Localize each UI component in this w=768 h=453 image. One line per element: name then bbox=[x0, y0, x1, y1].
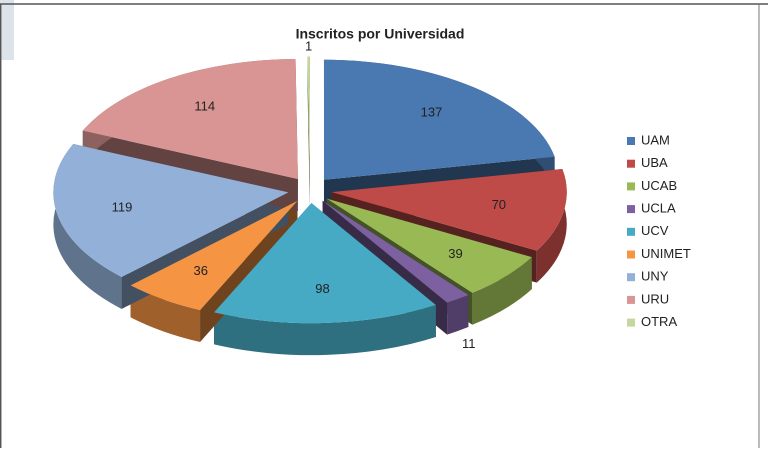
legend-swatch bbox=[627, 318, 635, 327]
slice bbox=[130, 200, 298, 311]
legend-label: UNY bbox=[641, 269, 669, 284]
chart-title: Inscritos por Universidad bbox=[296, 26, 465, 42]
data-label: 98 bbox=[315, 281, 329, 296]
legend-label: UAM bbox=[641, 132, 670, 147]
slice-outer-wall bbox=[53, 144, 122, 309]
legend-label: OTRA bbox=[641, 314, 677, 329]
data-label: 119 bbox=[112, 200, 133, 215]
legend-label: URU bbox=[641, 291, 669, 306]
data-label: 114 bbox=[194, 98, 215, 113]
slice bbox=[331, 169, 567, 251]
legend-swatch bbox=[627, 159, 635, 168]
slice bbox=[214, 203, 436, 324]
slice bbox=[82, 58, 298, 179]
slice-outer-wall bbox=[536, 169, 567, 283]
legend-swatch bbox=[627, 205, 635, 214]
legend-label: UNIMET bbox=[641, 246, 691, 261]
legend-swatch bbox=[627, 227, 635, 236]
legend-swatch bbox=[627, 182, 635, 191]
slice-outer-wall bbox=[472, 257, 532, 325]
slice-radial-face bbox=[307, 56, 310, 209]
legend-label: UCLA bbox=[641, 201, 676, 216]
data-label: 137 bbox=[421, 105, 443, 120]
slice-outer-wall bbox=[130, 285, 201, 343]
legend-swatch bbox=[627, 250, 635, 259]
legend-label: UCAB bbox=[641, 178, 677, 193]
slice bbox=[326, 198, 532, 293]
slice bbox=[307, 56, 310, 177]
pie-tops bbox=[53, 56, 567, 324]
window-edge bbox=[0, 0, 14, 60]
slice bbox=[322, 200, 469, 303]
legend-swatch bbox=[627, 137, 635, 145]
data-label: 70 bbox=[492, 197, 506, 212]
data-label: 1 bbox=[305, 39, 312, 54]
slice bbox=[323, 59, 555, 180]
legend-swatch bbox=[627, 273, 635, 282]
slice-outer-wall bbox=[447, 294, 469, 335]
legend-label: UCV bbox=[641, 223, 669, 238]
data-label: 36 bbox=[194, 263, 208, 278]
data-label: 39 bbox=[448, 246, 462, 261]
legend-swatch bbox=[627, 295, 635, 304]
slice bbox=[53, 144, 289, 277]
data-label: 11 bbox=[462, 336, 476, 351]
slice-outer-wall bbox=[214, 304, 436, 356]
legend-label: UBA bbox=[641, 155, 668, 170]
